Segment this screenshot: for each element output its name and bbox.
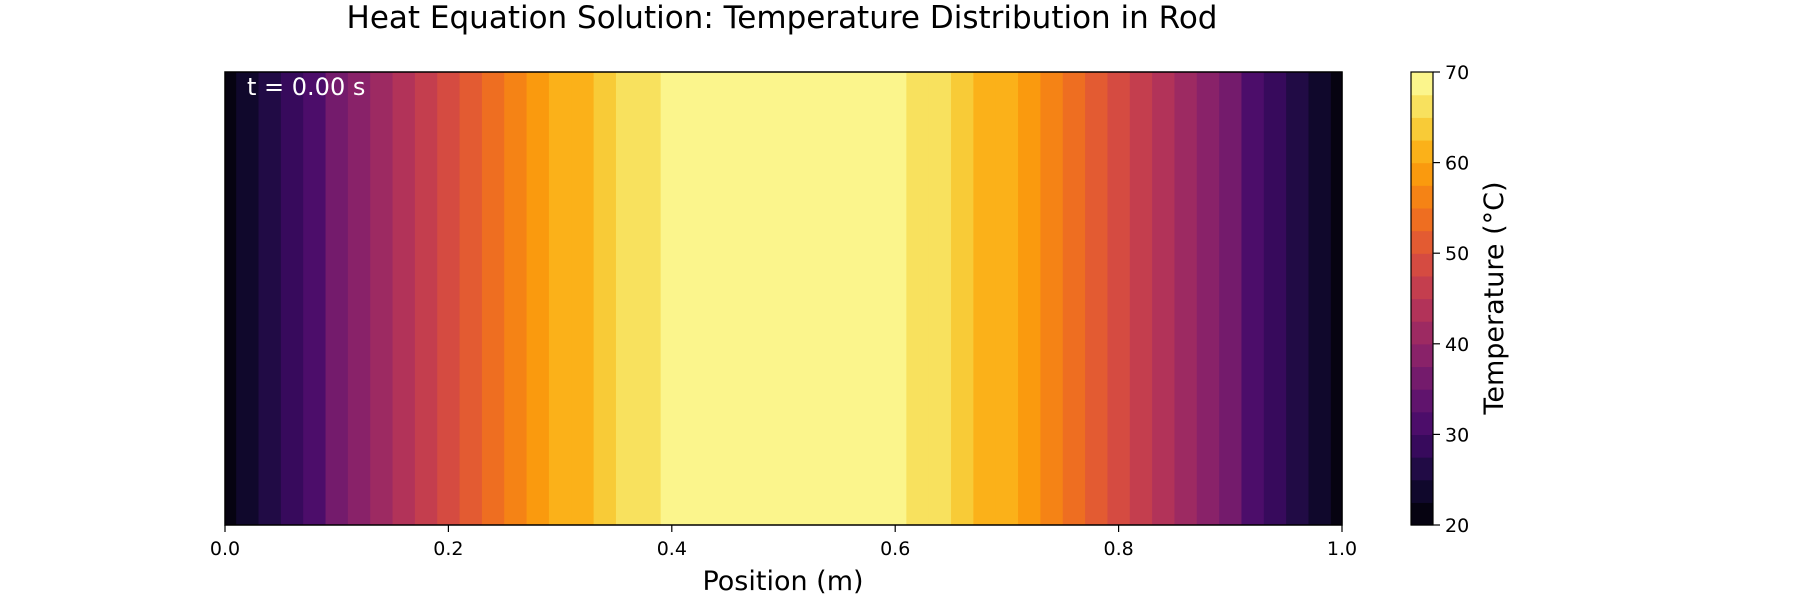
- colorbar-level: [1411, 230, 1433, 254]
- heatmap-cell: [638, 72, 662, 525]
- x-tick-label: 0.6: [880, 538, 910, 560]
- heatmap-cell: [459, 72, 483, 525]
- heatmap-cell: [1219, 72, 1243, 525]
- heatmap-cell: [794, 72, 818, 525]
- heatmap-cell: [1129, 72, 1153, 525]
- heatmap-cell: [928, 72, 952, 525]
- heatmap-cell: [526, 72, 550, 525]
- colorbar-level: [1411, 117, 1433, 141]
- heatmap-cell: [1062, 72, 1086, 525]
- heatmap-cell: [437, 72, 461, 525]
- colorbar-label: Temperature (°C): [1479, 181, 1510, 415]
- heatmap-cell: [660, 72, 684, 525]
- heatmap-cell: [906, 72, 930, 525]
- heatmap-cell: [548, 72, 572, 525]
- colorbar-level: [1411, 366, 1433, 390]
- heatmap-cell: [615, 72, 639, 525]
- heatmap-cell: [705, 72, 729, 525]
- colorbar-level: [1411, 457, 1433, 481]
- x-axis: 0.0 0.2 0.4 0.6 0.8 1.0: [210, 525, 1357, 560]
- heatmap-cell: [973, 72, 997, 525]
- heatmap-cells: [225, 72, 1343, 525]
- x-tick-label: 0.8: [1103, 538, 1133, 560]
- colorbar-level: [1411, 275, 1433, 300]
- x-tick-label: 1.0: [1327, 538, 1357, 560]
- colorbar-tick-label: 60: [1445, 153, 1469, 175]
- time-annotation: t = 0.00 s: [247, 73, 365, 101]
- heatmap-cell: [995, 72, 1019, 525]
- colorbar-level: [1411, 185, 1433, 209]
- heatmap-cell: [1018, 72, 1042, 525]
- colorbar-level: [1411, 253, 1433, 277]
- plot-frame: [224, 71, 1343, 526]
- heatmap-cell: [1152, 72, 1176, 525]
- heatmap-cell: [225, 72, 237, 525]
- heatmap-cell: [861, 72, 885, 525]
- heatmap-cell: [1085, 72, 1109, 525]
- colorbar-level: [1411, 321, 1433, 345]
- heatmap-cell: [303, 72, 327, 525]
- heatmap-cell: [481, 72, 505, 525]
- colorbar-axis: 20 30 40 50 60 70: [1433, 62, 1469, 537]
- heatmap-cell: [1263, 72, 1287, 525]
- heatmap-cell: [1196, 72, 1220, 525]
- colorbar-tick-label: 40: [1445, 334, 1469, 356]
- heatmap-cell: [392, 72, 416, 525]
- heatmap-cell: [325, 72, 349, 525]
- x-axis-label: Position (m): [702, 566, 863, 597]
- x-tick-label: 0.0: [210, 538, 240, 560]
- chart-title: Heat Equation Solution: Temperature Dist…: [347, 0, 1218, 36]
- colorbar-level: [1411, 298, 1433, 322]
- colorbar-level: [1411, 94, 1433, 118]
- colorbar-level: [1411, 343, 1433, 368]
- colorbar-level: [1411, 411, 1433, 435]
- heatmap-cell: [414, 72, 438, 525]
- heatmap-cell: [727, 72, 751, 525]
- heatmap-cell: [280, 72, 304, 525]
- colorbar-tick-label: 50: [1445, 243, 1469, 265]
- heatmap-cell: [1040, 72, 1064, 525]
- heatmap-cell: [772, 72, 796, 525]
- heatmap-cell: [571, 72, 595, 525]
- heatmap-cell: [884, 72, 907, 525]
- colorbar: [1411, 72, 1433, 526]
- heatmap-cell: [1330, 72, 1343, 525]
- heatmap-cell: [1286, 72, 1310, 525]
- colorbar-level: [1411, 207, 1433, 232]
- heatmap-cell: [258, 72, 282, 525]
- heatmap-cell: [749, 72, 773, 525]
- heatmap-cell: [682, 72, 706, 525]
- colorbar-level: [1411, 479, 1433, 503]
- colorbar-level: [1411, 162, 1433, 186]
- heatmap-cell: [370, 72, 394, 525]
- colorbar-level: [1411, 502, 1433, 526]
- colorbar-level: [1411, 72, 1433, 96]
- colorbar-tick-label: 20: [1445, 515, 1469, 537]
- heatmap-cell: [1174, 72, 1198, 525]
- heatmap-cell: [839, 72, 863, 525]
- heatmap-cell: [504, 72, 528, 525]
- heatmap-cell: [951, 72, 974, 525]
- colorbar-level: [1411, 389, 1433, 413]
- heatmap-cell: [1107, 72, 1131, 525]
- heatmap-cell: [1241, 72, 1265, 525]
- colorbar-tick-label: 70: [1445, 62, 1469, 84]
- heatmap-cell: [1308, 72, 1332, 525]
- colorbar-tick-label: 30: [1445, 424, 1469, 446]
- heatmap-cell: [593, 72, 617, 525]
- x-tick-label: 0.2: [433, 538, 463, 560]
- x-tick-label: 0.4: [657, 538, 687, 560]
- colorbar-level: [1411, 434, 1433, 458]
- colorbar-frame: [1410, 71, 1434, 526]
- heatmap-cell: [347, 72, 371, 525]
- colorbar-level: [1411, 139, 1433, 164]
- heatmap-cell: [817, 72, 840, 525]
- heatmap-cell: [236, 72, 260, 525]
